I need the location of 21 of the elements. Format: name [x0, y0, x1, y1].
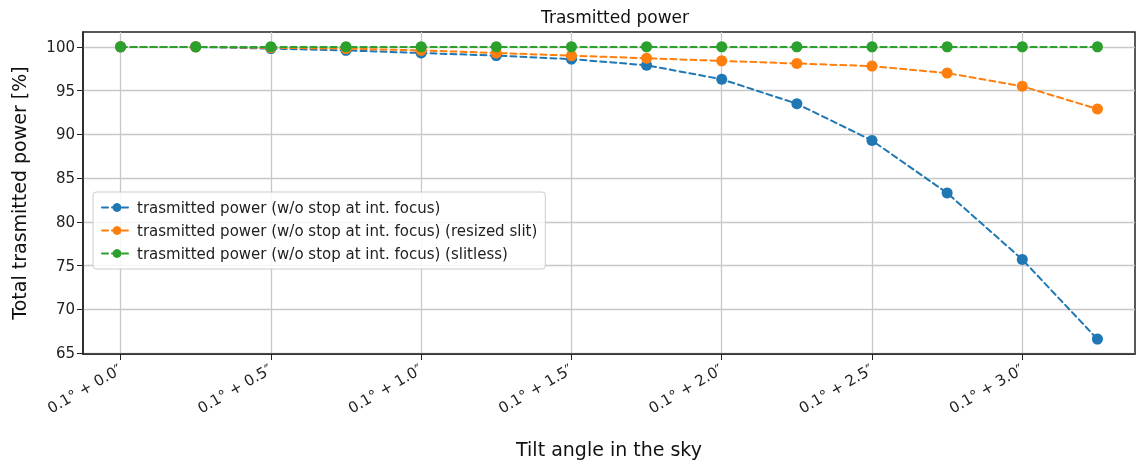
x-tick-label: 0.1° + 1.0″	[344, 360, 426, 418]
y-tick-label: 85	[55, 169, 75, 188]
x-tick-label: 0.1° + 2.0″	[645, 360, 727, 418]
y-tick-label: 70	[55, 300, 75, 319]
y-tick-label: 95	[55, 81, 75, 100]
legend-label: trasmitted power (w/o stop at int. focus) (slitless)	[137, 244, 508, 263]
x-tick-label: 0.1° + 2.5″	[795, 360, 877, 418]
y-axis-title: Total trasmitted power [%]	[7, 66, 30, 321]
y-tick-label: 90	[55, 125, 75, 144]
legend-label: trasmitted power (w/o stop at int. focus)	[137, 198, 441, 217]
x-tick-label: 0.1° + 0.0″	[44, 360, 126, 418]
x-tick-label: 0.1° + 0.5″	[194, 360, 276, 418]
x-tick-label: 0.1° + 1.5″	[495, 360, 577, 418]
x-axis-title: Tilt angle in the sky	[515, 437, 702, 460]
legend-label: trasmitted power (w/o stop at int. focus) (resized slit)	[137, 221, 538, 240]
y-tick-label: 100	[46, 37, 75, 56]
y-tick-label: 80	[55, 212, 75, 231]
chart-title: Trasmitted power	[540, 6, 689, 27]
y-tick-label: 65	[55, 344, 75, 363]
y-tick-label: 75	[55, 256, 75, 275]
x-tick-label: 0.1° + 3.0″	[946, 360, 1028, 418]
